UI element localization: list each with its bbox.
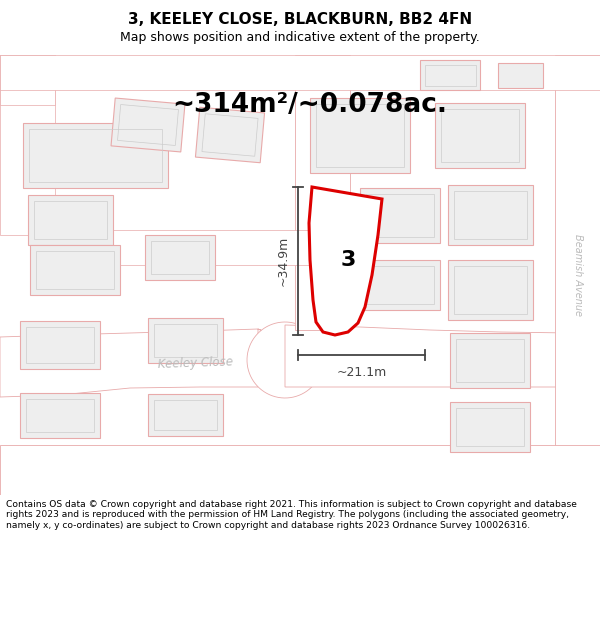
Polygon shape — [310, 98, 410, 172]
Polygon shape — [145, 234, 215, 279]
Polygon shape — [0, 55, 600, 90]
Polygon shape — [28, 195, 113, 245]
Polygon shape — [309, 187, 382, 335]
Polygon shape — [23, 122, 167, 188]
Polygon shape — [55, 230, 310, 265]
Text: 3, KEELEY CLOSE, BLACKBURN, BB2 4FN: 3, KEELEY CLOSE, BLACKBURN, BB2 4FN — [128, 12, 472, 27]
Polygon shape — [30, 245, 120, 295]
Text: ~314m²/~0.078ac.: ~314m²/~0.078ac. — [173, 92, 448, 118]
Text: ~34.9m: ~34.9m — [277, 236, 290, 286]
Polygon shape — [448, 260, 533, 320]
Text: Contains OS data © Crown copyright and database right 2021. This information is : Contains OS data © Crown copyright and d… — [6, 500, 577, 530]
Text: Keeley Close: Keeley Close — [157, 355, 233, 371]
Polygon shape — [450, 402, 530, 452]
Text: Map shows position and indicative extent of the property.: Map shows position and indicative extent… — [120, 31, 480, 44]
Polygon shape — [435, 102, 525, 168]
Polygon shape — [148, 394, 223, 436]
Polygon shape — [360, 260, 440, 310]
Polygon shape — [20, 321, 100, 369]
Polygon shape — [0, 445, 600, 495]
Polygon shape — [420, 60, 480, 90]
Polygon shape — [450, 332, 530, 388]
Text: ~21.1m: ~21.1m — [337, 366, 386, 379]
Polygon shape — [148, 318, 223, 362]
Polygon shape — [360, 188, 440, 242]
Polygon shape — [0, 55, 55, 105]
Polygon shape — [20, 392, 100, 438]
Polygon shape — [448, 185, 533, 245]
Text: 3: 3 — [340, 250, 356, 270]
Polygon shape — [0, 55, 55, 235]
Polygon shape — [111, 98, 185, 152]
Polygon shape — [196, 107, 265, 162]
Polygon shape — [555, 55, 600, 495]
Polygon shape — [0, 329, 268, 397]
Polygon shape — [285, 325, 600, 387]
Polygon shape — [247, 322, 323, 398]
Polygon shape — [497, 62, 542, 88]
Text: Beamish Avenue: Beamish Avenue — [573, 234, 583, 316]
Polygon shape — [295, 55, 350, 330]
